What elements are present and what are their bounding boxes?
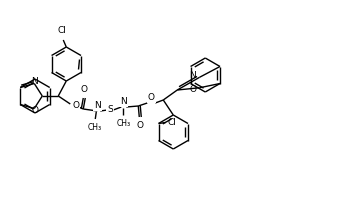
Text: O: O (148, 93, 155, 102)
Text: N: N (94, 101, 101, 110)
Text: O: O (190, 85, 197, 94)
Text: O: O (137, 121, 144, 130)
Text: O: O (81, 84, 88, 94)
Text: N: N (31, 77, 38, 85)
Text: CH₃: CH₃ (87, 123, 102, 132)
Text: N: N (120, 97, 127, 106)
Text: Cl: Cl (167, 118, 176, 127)
Text: CH₃: CH₃ (116, 119, 130, 128)
Text: N: N (189, 71, 195, 80)
Text: O: O (31, 106, 38, 115)
Text: O: O (72, 100, 79, 109)
Text: S: S (107, 105, 113, 114)
Text: Cl: Cl (58, 26, 67, 35)
